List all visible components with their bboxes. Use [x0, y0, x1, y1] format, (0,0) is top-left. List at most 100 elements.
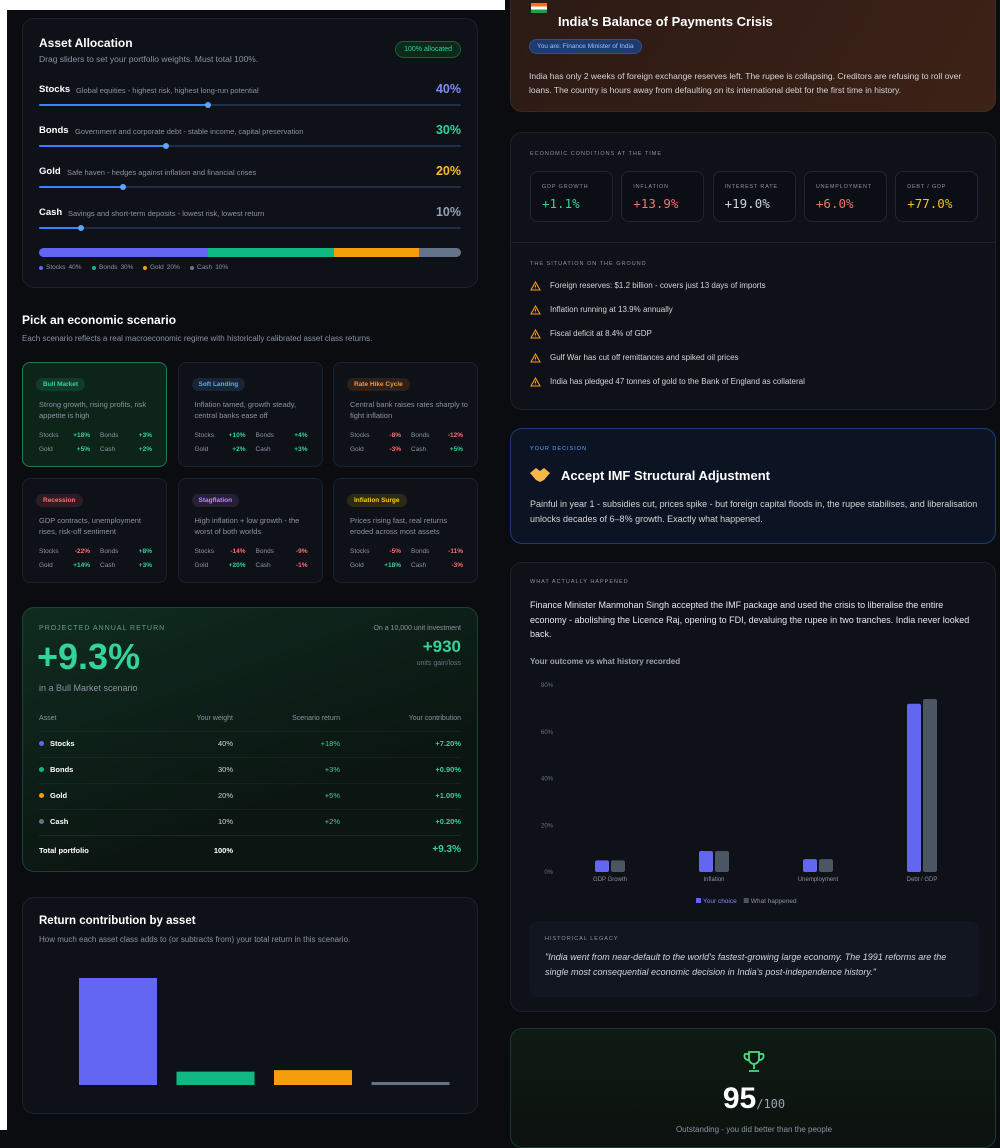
scenario-card[interactable]: Inflation Surge Prices rising fast, real … [333, 478, 478, 583]
warning-triangle [530, 329, 541, 339]
scenario-card[interactable]: Bull Market Strong growth, rising profits… [22, 362, 167, 467]
asset-label: Gold [194, 562, 209, 569]
scenario-description: Prices rising fast, real returns eroded … [350, 516, 448, 536]
scenario-name: Bull Market [36, 378, 86, 391]
text: Finance Minister Manmohan Singh accepted… [530, 600, 970, 639]
legacy-box: HISTORICAL LEGACY "India went from near-… [529, 921, 979, 997]
scenario-description: Strong growth, rising profits, risk appe… [39, 400, 147, 420]
title: India's Balance of Payments Crisis [558, 14, 773, 29]
role-pill: You are: Finance Minister of India [529, 39, 642, 54]
table-cell: +0.90% [435, 765, 461, 774]
asset-description: Government and corporate debt - stable i… [75, 127, 304, 136]
return-value: +4% [294, 432, 308, 439]
row-divider [39, 809, 461, 810]
asset-name: Stocks [39, 84, 71, 95]
condition-box: DEBT / GDP +77.0% [895, 171, 979, 222]
return-value: -1% [295, 562, 308, 569]
intro: India has only 2 weeks of foreign exchan… [529, 71, 962, 95]
bar [371, 1082, 450, 1085]
x-tick-label: Inflation [703, 877, 724, 883]
handshake-icon [530, 468, 550, 482]
slider-knob[interactable] [78, 225, 85, 231]
asset-label: Cash [255, 446, 271, 453]
table-header: Your weight [196, 715, 233, 722]
condition-value: +77.0% [907, 196, 953, 211]
table-header: Scenario return [292, 715, 340, 722]
slider-fill [39, 186, 124, 188]
return-value: +10% [228, 432, 246, 439]
legend-swatch [696, 898, 701, 903]
table-cell: Gold [50, 791, 68, 800]
weight-label: 20% [435, 164, 461, 178]
gain-unit: units gain/loss [416, 660, 461, 667]
quote: "India went from near-default to the wor… [545, 952, 947, 977]
scenario-description: Inflation tamed, growth steady, central … [194, 400, 297, 420]
asset-name: Bonds [39, 125, 69, 136]
asset-label: Cash [100, 446, 116, 453]
scenario-name: Stagflation [191, 494, 240, 507]
condition-label: INFLATION [633, 184, 669, 190]
condition-label: DEBT / GDP [907, 184, 947, 190]
return-value: +20% [228, 562, 246, 569]
legend-entry: Gold 20% [143, 264, 180, 271]
asset-label: Cash [100, 562, 116, 569]
asset-description: Global equities - highest risk, highest … [76, 86, 259, 95]
legend-name: Bonds [99, 264, 118, 271]
scenario-name: Inflation Surge [347, 494, 407, 507]
scenario-description: GDP contracts, unemployment rises, risk-… [39, 516, 141, 536]
return-value: -8% [389, 432, 401, 439]
condition-value: +13.9% [633, 196, 679, 211]
projection-card: PROJECTED ANNUAL RETURN +9.3% in a Bull … [22, 607, 478, 872]
legend-swatch [743, 898, 749, 903]
return-value: +2% [232, 446, 246, 453]
scenario-card[interactable]: Rate Hike Cycle Central bank raises rates… [333, 362, 478, 467]
conditions-card: ECONOMIC CONDITIONS AT THE TIME THE SITU… [510, 132, 996, 410]
row-dot [39, 793, 44, 798]
legend-value: 40% [68, 264, 82, 271]
row-dot [39, 819, 44, 824]
condition-value: +1.1% [542, 196, 580, 211]
slider-knob[interactable] [120, 184, 127, 190]
return-value: -22% [74, 548, 90, 555]
slider-fill [39, 104, 208, 106]
asset-label: Cash [411, 446, 427, 453]
slider-knob[interactable] [162, 143, 169, 149]
chart-subtitle: How much each asset class adds to (or su… [39, 935, 351, 944]
x-tick-label: Unemployment [798, 877, 839, 883]
table-cell: 40% [217, 739, 233, 748]
slider-knob[interactable] [204, 102, 211, 108]
table-cell: +1.00% [435, 791, 461, 800]
slider-track [39, 186, 461, 188]
table-header: Asset [39, 715, 57, 722]
row-divider [39, 731, 461, 732]
total-cell: +9.3% [432, 844, 461, 855]
asset-label: Stocks [350, 548, 370, 555]
return-value: -14% [230, 548, 246, 555]
asset-name: Gold [39, 166, 61, 177]
bar [274, 1070, 352, 1085]
scenario-card[interactable]: Stagflation High inflation + low growth -… [177, 478, 323, 583]
investment-label: On a 10,000 unit investment [373, 625, 461, 632]
label: YOUR DECISION [530, 446, 588, 452]
label: THE SITUATION ON THE GROUND [530, 261, 647, 267]
legend-entry: Cash 10% [190, 264, 228, 271]
asset-label: Cash [411, 562, 427, 569]
table-cell: 30% [217, 765, 233, 774]
return-value: +3% [138, 562, 152, 569]
chart-title: Return contribution by asset [39, 915, 196, 927]
legend-name: Gold [150, 264, 164, 271]
contribution-card: Return contribution by asset How much ea… [22, 897, 478, 1114]
bar [803, 859, 817, 872]
return-value: +14% [73, 562, 90, 569]
section-title: Pick an economic scenario [22, 313, 177, 327]
asset-label: Bonds [100, 432, 119, 439]
flag-icon [531, 3, 547, 13]
scenario-card[interactable]: Soft Landing Inflation tamed, growth stea… [177, 362, 323, 467]
scenario-card[interactable]: Recession GDP contracts, unemployment ris… [22, 478, 167, 583]
return-value: -11% [448, 548, 463, 555]
chart-title: Your outcome vs what history recorded [530, 657, 681, 666]
asset-label: Gold [350, 562, 364, 569]
title: Accept IMF Structural Adjustment [561, 468, 770, 483]
divider [511, 242, 995, 243]
